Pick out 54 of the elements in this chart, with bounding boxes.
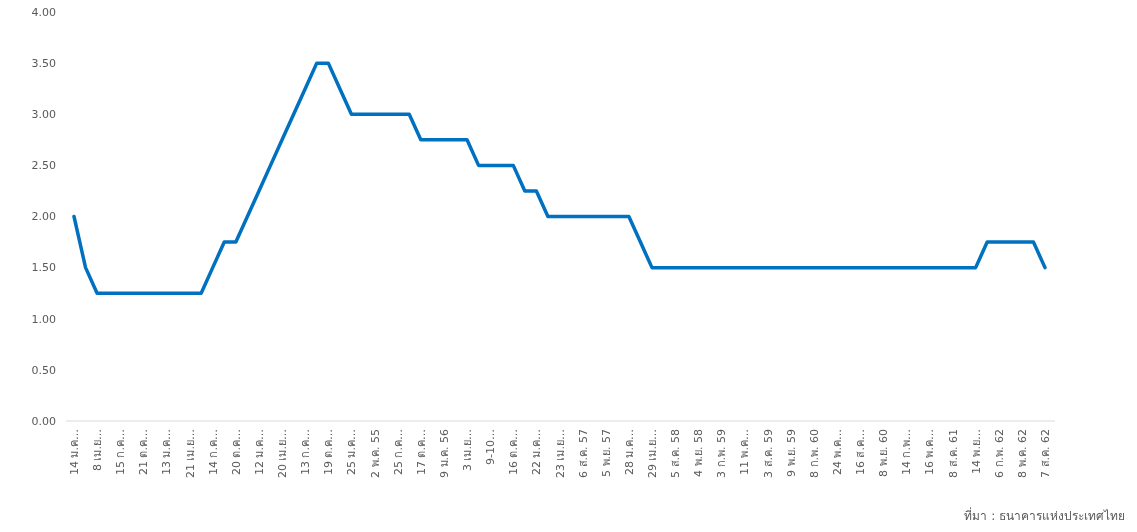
x-tick-label: 5 พ.ย. 57	[599, 429, 613, 477]
x-tick-label: 9 พ.ย. 59	[784, 429, 798, 477]
x-tick-label: 12 ม.ค…	[252, 429, 266, 475]
x-tick-label: 15 ก.ค…	[114, 429, 128, 475]
x-tick-label: 9-10…	[484, 429, 498, 465]
x-tick-label: 16 ต.ค…	[507, 429, 521, 475]
x-tick-label: 7 ส.ค. 62	[1039, 429, 1052, 478]
x-tick-label: 13 ม.ค…	[160, 429, 174, 475]
y-tick-label: 0.50	[31, 363, 56, 377]
x-tick-label: 24 พ.ค…	[830, 429, 844, 475]
x-tick-label: 13 ก.ค…	[299, 429, 313, 475]
x-tick-label: 6 ส.ค. 57	[576, 429, 590, 478]
y-tick-label: 2.00	[31, 210, 56, 224]
x-tick-label: 16 ส.ค…	[854, 429, 868, 475]
x-tick-label: 3 ก.พ. 59	[715, 429, 729, 478]
x-tick-label: 16 พ.ค…	[923, 429, 937, 475]
x-tick-label: 14 ก.พ…	[900, 429, 914, 475]
x-tick-label: 4 พ.ย. 58	[692, 429, 706, 477]
y-tick-label: 0.00	[31, 414, 56, 428]
x-tick-label: 11 พ.ค…	[738, 429, 752, 475]
y-tick-label: 3.50	[31, 56, 56, 70]
x-tick-label: 8 พ.ย. 60	[877, 429, 891, 477]
x-tick-label: 29 เม.ย…	[645, 429, 659, 478]
x-tick-label: 17 ต.ค…	[414, 429, 428, 475]
x-tick-label: 14 ม.ค…	[68, 429, 81, 475]
x-tick-label: 23 เม.ย…	[553, 429, 567, 478]
x-tick-label: 9 ม.ค. 56	[437, 429, 451, 478]
x-tick-label: 8 พ.ค. 62	[1015, 429, 1029, 478]
x-tick-label: 19 ต.ค…	[322, 429, 336, 475]
x-tick-label: 25 ม.ค…	[345, 429, 359, 475]
x-tick-label: 8 ก.พ. 60	[807, 429, 821, 478]
x-tick-label: 3 เม.ย…	[461, 429, 475, 471]
x-tick-label: 14 ก.ค…	[206, 429, 220, 475]
x-tick-label: 25 ก.ค…	[391, 429, 405, 475]
x-tick-label: 3 ส.ค. 59	[761, 429, 775, 478]
x-tick-label: 20 ต.ค…	[229, 429, 243, 475]
y-tick-label: 4.00	[31, 5, 56, 19]
line-series	[72, 61, 1047, 295]
y-tick-label: 1.50	[31, 261, 56, 275]
x-tick-label: 21 เม.ย…	[183, 429, 197, 478]
y-tick-label: 1.00	[31, 312, 56, 326]
x-tick-label: 21 ต.ค…	[137, 429, 151, 475]
x-tick-label: 20 เม.ย…	[276, 429, 290, 478]
x-tick-label: 28 ม.ค…	[622, 429, 636, 475]
x-tick-label: 22 ม.ค…	[530, 429, 544, 475]
x-tick-label: 5 ส.ค. 58	[669, 429, 683, 478]
y-tick-label: 3.00	[31, 108, 56, 122]
y-tick-label: 2.50	[31, 159, 56, 173]
x-tick-label: 6 ก.พ. 62	[992, 429, 1006, 478]
text: ที่มา : ธนาคารแห่งประเทศไทย	[964, 507, 1125, 523]
x-tick-label: 8 ส.ค. 61	[946, 429, 960, 478]
x-tick-label: 8 เม.ย…	[91, 429, 105, 471]
x-tick-label: 14 พ.ย…	[969, 429, 983, 474]
x-tick-label: 2 พ.ค. 55	[368, 429, 382, 478]
